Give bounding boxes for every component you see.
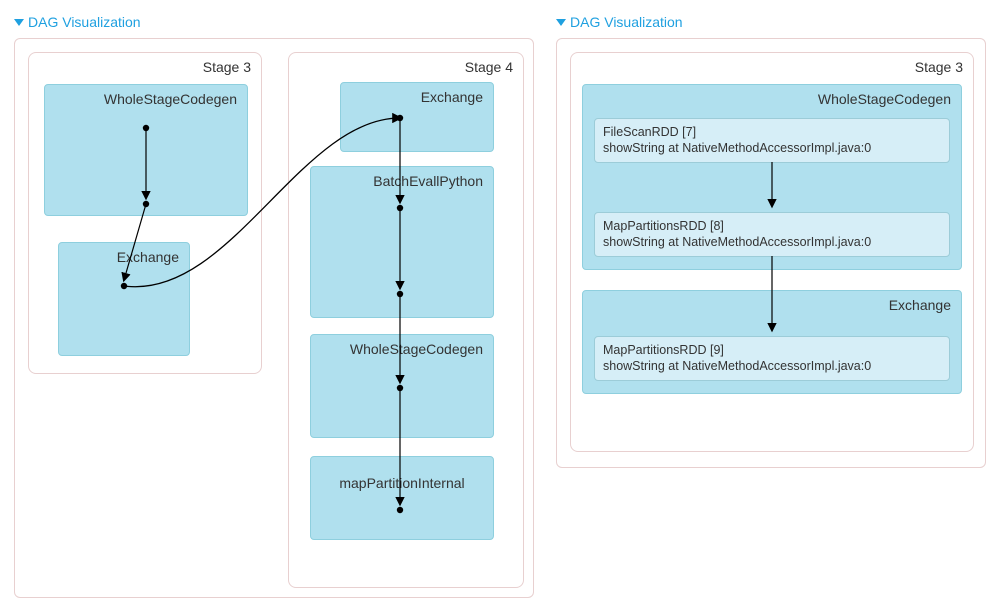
op-label: mapPartitionInternal: [311, 457, 493, 491]
stage-label: Stage 3: [203, 59, 251, 75]
op-label: WholeStageCodegen: [583, 85, 961, 107]
dag-header-label: DAG Visualization: [570, 14, 683, 30]
op-label: BatchEvallPython: [311, 167, 493, 189]
rdd-mappartitions-9: MapPartitionsRDD [9] showString at Nativ…: [594, 336, 950, 381]
dag-header-left[interactable]: DAG Visualization: [14, 14, 141, 30]
op-exchange-3: Exchange: [58, 242, 190, 356]
rdd-title: MapPartitionsRDD [9]: [603, 342, 941, 358]
rdd-title: FileScanRDD [7]: [603, 124, 941, 140]
rdd-detail: showString at NativeMethodAccessorImpl.j…: [603, 234, 941, 250]
op-wholestagecodegen-3: WholeStageCodegen: [44, 84, 248, 216]
op-wholestagecodegen-4: WholeStageCodegen: [310, 334, 494, 438]
op-label: Exchange: [341, 83, 493, 105]
op-label: Exchange: [583, 291, 961, 313]
op-batchevalpython: BatchEvallPython: [310, 166, 494, 318]
op-label: WholeStageCodegen: [311, 335, 493, 357]
stage-label: Stage 3: [915, 59, 963, 75]
chevron-down-icon: [14, 19, 24, 26]
rdd-filescan-7: FileScanRDD [7] showString at NativeMeth…: [594, 118, 950, 163]
op-label: WholeStageCodegen: [45, 85, 247, 107]
rdd-detail: showString at NativeMethodAccessorImpl.j…: [603, 140, 941, 156]
chevron-down-icon: [556, 19, 566, 26]
rdd-detail: showString at NativeMethodAccessorImpl.j…: [603, 358, 941, 374]
op-label: Exchange: [59, 243, 189, 265]
rdd-mappartitions-8: MapPartitionsRDD [8] showString at Nativ…: [594, 212, 950, 257]
dag-header-label: DAG Visualization: [28, 14, 141, 30]
op-exchange-4: Exchange: [340, 82, 494, 152]
stage-label: Stage 4: [465, 59, 513, 75]
dag-header-right[interactable]: DAG Visualization: [556, 14, 683, 30]
rdd-title: MapPartitionsRDD [8]: [603, 218, 941, 234]
op-mappartitioninternal: mapPartitionInternal: [310, 456, 494, 540]
